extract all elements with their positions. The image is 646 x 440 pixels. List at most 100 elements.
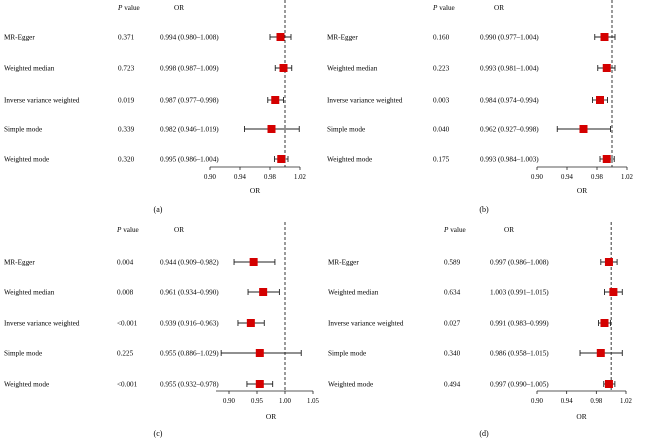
or-point-marker <box>279 64 288 72</box>
or-point-marker <box>600 319 609 327</box>
p-value: 0.225 <box>117 350 134 358</box>
or-ci-label: 0.944 (0.909–0.982) <box>160 259 219 267</box>
x-tick-label: 1.02 <box>294 174 306 181</box>
method-label: MR-Egger <box>328 259 359 267</box>
or-point-marker <box>609 288 618 296</box>
header-p-italic: P <box>432 4 438 12</box>
header-p-rest: value <box>437 4 454 12</box>
header-p-rest: value <box>122 4 139 12</box>
x-tick-label: 0.90 <box>531 398 543 405</box>
x-axis-label: OR <box>250 186 260 195</box>
panel-label: (d) <box>479 429 489 438</box>
or-point-marker <box>604 380 613 388</box>
p-value: 0.634 <box>444 289 461 297</box>
p-value: 0.040 <box>433 126 450 134</box>
or-point-marker <box>267 125 276 133</box>
p-value: 0.340 <box>444 350 461 358</box>
or-ci-label: 0.955 (0.886–1.029) <box>160 350 219 358</box>
method-label: Weighted mode <box>4 381 49 389</box>
p-value: 0.320 <box>118 156 135 164</box>
p-value: 0.160 <box>433 34 450 42</box>
method-label: Weighted median <box>4 65 55 73</box>
x-tick-label: 0.98 <box>264 174 276 181</box>
x-tick-label: 1.00 <box>279 398 291 405</box>
panel-label: (a) <box>154 205 163 214</box>
or-point-marker <box>246 319 255 327</box>
header-p-rest: value <box>448 226 465 234</box>
or-ci-label: 0.991 (0.983–0.999) <box>490 320 549 328</box>
or-ci-label: 0.939 (0.916–0.963) <box>160 320 219 328</box>
method-label: Inverse variance weighted <box>4 320 80 328</box>
method-label: Simple mode <box>4 126 42 134</box>
method-label: Inverse variance weighted <box>4 97 80 105</box>
method-label: MR-Egger <box>4 259 35 267</box>
header-p-value: P value <box>117 4 140 12</box>
x-tick-label: 0.90 <box>223 398 235 405</box>
p-value: 0.371 <box>118 34 135 42</box>
p-value: 0.175 <box>433 156 450 164</box>
or-point-marker <box>259 288 268 296</box>
or-point-marker <box>579 125 588 133</box>
or-point-marker <box>596 349 605 357</box>
header-p-value: P value <box>432 4 455 12</box>
x-tick-label: 1.02 <box>621 174 633 181</box>
or-point-marker <box>249 258 258 266</box>
x-axis-label: OR <box>266 412 276 421</box>
p-value: 0.019 <box>118 97 135 105</box>
or-point-marker <box>604 258 613 266</box>
x-tick-label: 0.90 <box>531 174 543 181</box>
p-value: 0.027 <box>444 320 461 328</box>
forest-panel-a: P value OR 0.90 0.94 0.98 1.02 OR MR-Egger 0.371… <box>4 0 307 214</box>
or-point-marker <box>276 33 285 41</box>
header-p-rest: value <box>121 226 138 234</box>
or-ci-label: 0.994 (0.980–1.008) <box>160 34 219 42</box>
x-tick-label: 1.02 <box>620 398 632 405</box>
method-label: Inverse variance weighted <box>328 320 404 328</box>
header-p-italic: P <box>443 226 449 234</box>
panel-label: (b) <box>479 205 489 214</box>
x-tick-label: 0.95 <box>251 398 263 405</box>
or-ci-label: 0.962 (0.927–0.998) <box>480 126 539 134</box>
or-point-marker <box>277 155 286 163</box>
or-ci-label: 0.990 (0.977–1.004) <box>480 34 539 42</box>
x-tick-label: 0.98 <box>591 174 603 181</box>
or-point-marker <box>596 96 604 104</box>
or-ci-label: 0.984 (0.974–0.994) <box>480 97 539 105</box>
method-label: Simple mode <box>4 350 42 358</box>
p-value: 0.223 <box>433 65 450 73</box>
x-axis-label: OR <box>576 412 586 421</box>
x-tick-label: 1.05 <box>307 398 319 405</box>
method-label: Simple mode <box>327 126 365 134</box>
forest-panel-d: P value OR 0.90 0.94 0.98 1.02 OR MR-Egger 0.589… <box>328 222 633 438</box>
p-value: 0.003 <box>433 97 450 105</box>
header-or: OR <box>174 226 184 234</box>
method-label: Weighted median <box>327 65 378 73</box>
x-tick-label: 0.94 <box>234 174 246 181</box>
forest-panel-b: P value OR 0.90 0.94 0.98 1.02 OR MR-Egger 0.160… <box>327 0 634 214</box>
x-tick-label: 0.98 <box>590 398 602 405</box>
header-or: OR <box>494 4 504 12</box>
or-point-marker <box>271 96 280 104</box>
or-point-marker <box>602 64 611 72</box>
method-label: Simple mode <box>328 350 366 358</box>
or-point-marker <box>255 380 264 388</box>
method-label: Inverse variance weighted <box>327 97 403 105</box>
p-value: <0.001 <box>117 381 138 389</box>
or-ci-label: 0.997 (0.986–1.008) <box>490 259 549 267</box>
or-ci-label: 0.993 (0.984–1.003) <box>480 156 539 164</box>
or-ci-label: 0.961 (0.934–0.990) <box>160 289 219 297</box>
x-tick-label: 0.94 <box>561 174 573 181</box>
method-label: MR-Egger <box>327 34 358 42</box>
or-ci-label: 0.993 (0.981–1.004) <box>480 65 539 73</box>
or-ci-label: 0.982 (0.946–1.019) <box>160 126 219 134</box>
method-label: Weighted mode <box>327 156 372 164</box>
header-p-italic: P <box>116 226 122 234</box>
or-ci-label: 1.003 (0.991–1.015) <box>490 289 549 297</box>
method-label: MR-Egger <box>4 34 35 42</box>
or-ci-label: 0.955 (0.932–0.978) <box>160 381 219 389</box>
method-label: Weighted median <box>4 289 55 297</box>
or-ci-label: 0.995 (0.986–1.004) <box>160 156 219 164</box>
forest-panel-c: P value OR 0.90 0.95 1.00 1.05 OR MR-Egger 0.004… <box>4 222 320 438</box>
p-value: 0.723 <box>118 65 135 73</box>
